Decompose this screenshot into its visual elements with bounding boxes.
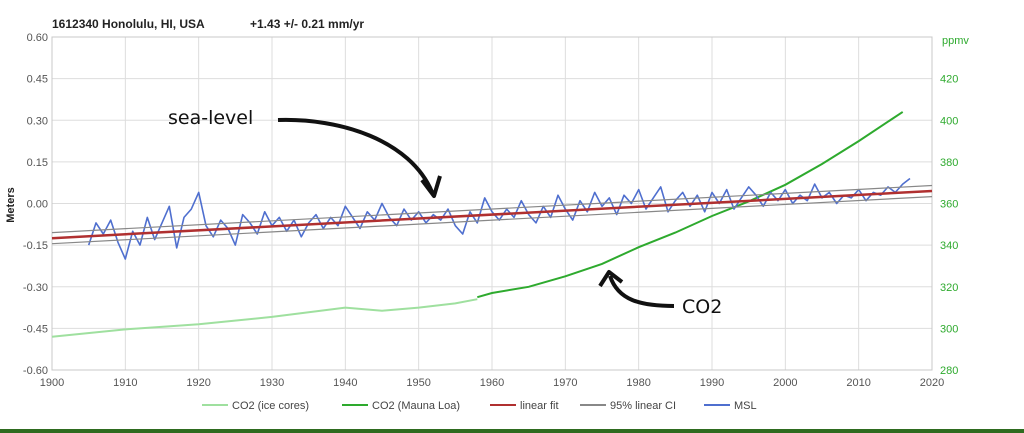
series-co2-mauna-loa [477,111,904,299]
legend-label: CO2 (Mauna Loa) [372,400,460,412]
plot-area-border [51,36,933,371]
legend-label: CO2 (ice cores) [232,400,309,412]
y2-tick-label: 280 [940,365,958,377]
x-tick-label: 1910 [113,377,137,389]
annotation-arrowhead-sea-level [420,175,442,198]
legend-label: MSL [734,400,757,412]
legend-label: 95% linear CI [610,400,676,412]
y-tick-label: 0.60 [27,32,48,44]
chart-title: 1612340 Honolulu, HI, USA [52,17,205,31]
y-tick-label: 0.15 [27,157,48,169]
legend: CO2 (ice cores) CO2 (Mauna Loa) linear fit… [202,400,757,412]
series-linear-fit [51,189,933,240]
annotation-arrowhead-co2 [598,270,624,288]
annotation-co2: CO2 [682,296,722,318]
y-tick-label: -0.30 [23,282,48,294]
annotation-arrow-co2 [608,275,675,308]
series-msl [87,177,911,260]
legend-label: linear fit [520,400,559,412]
x-axis-ticks: 1900 1910 1920 1930 1940 1950 1960 1970 1980 1990… [40,377,944,389]
y2-tick-label: 380 [940,157,958,169]
y2-tick-label: 340 [940,240,958,252]
series-layer [51,111,933,338]
series-ci-upper [51,184,933,234]
y2-tick-label: 360 [940,199,958,211]
x-tick-label: 1980 [626,377,650,389]
y-tick-label: 0.00 [27,199,48,211]
left-axis-ticks: 0.60 0.45 0.30 0.15 0.00 -0.15 -0.30 -0.45 -0.60 [23,32,48,377]
y2-tick-label: 300 [940,323,958,335]
x-tick-label: 2000 [773,377,797,389]
x-tick-label: 1940 [333,377,357,389]
y-axis-label: Meters [5,187,17,222]
x-tick-label: 1970 [553,377,577,389]
annotation-arrow-sea-level [277,117,434,193]
x-tick-label: 2020 [920,377,944,389]
y-tick-label: -0.60 [23,365,48,377]
x-tick-label: 1950 [406,377,430,389]
annotation-sea-level: sea-level [168,107,253,129]
x-tick-label: 1960 [480,377,504,389]
x-tick-label: 1990 [700,377,724,389]
series-ci-lower [51,196,933,245]
y-tick-label: -0.45 [23,323,48,335]
x-tick-label: 2010 [846,377,870,389]
chart-subtitle: +1.43 +/- 0.21 mm/yr [250,17,364,31]
y-tick-label: 0.30 [27,115,48,127]
bottom-bar [0,429,1024,433]
series-co2-ice-cores [51,298,478,338]
y2-tick-label: 320 [940,282,958,294]
y-tick-label: 0.45 [27,74,48,86]
x-tick-label: 1920 [186,377,210,389]
x-tick-label: 1900 [40,377,64,389]
x-tick-label: 1930 [260,377,284,389]
y2-tick-label: 420 [940,74,958,86]
y2-tick-label: 400 [940,115,958,127]
y2-axis-label: ppmv [942,35,969,47]
y-tick-label: -0.15 [23,240,48,252]
right-axis-ticks: 420 400 380 360 340 320 300 280 [940,74,958,377]
